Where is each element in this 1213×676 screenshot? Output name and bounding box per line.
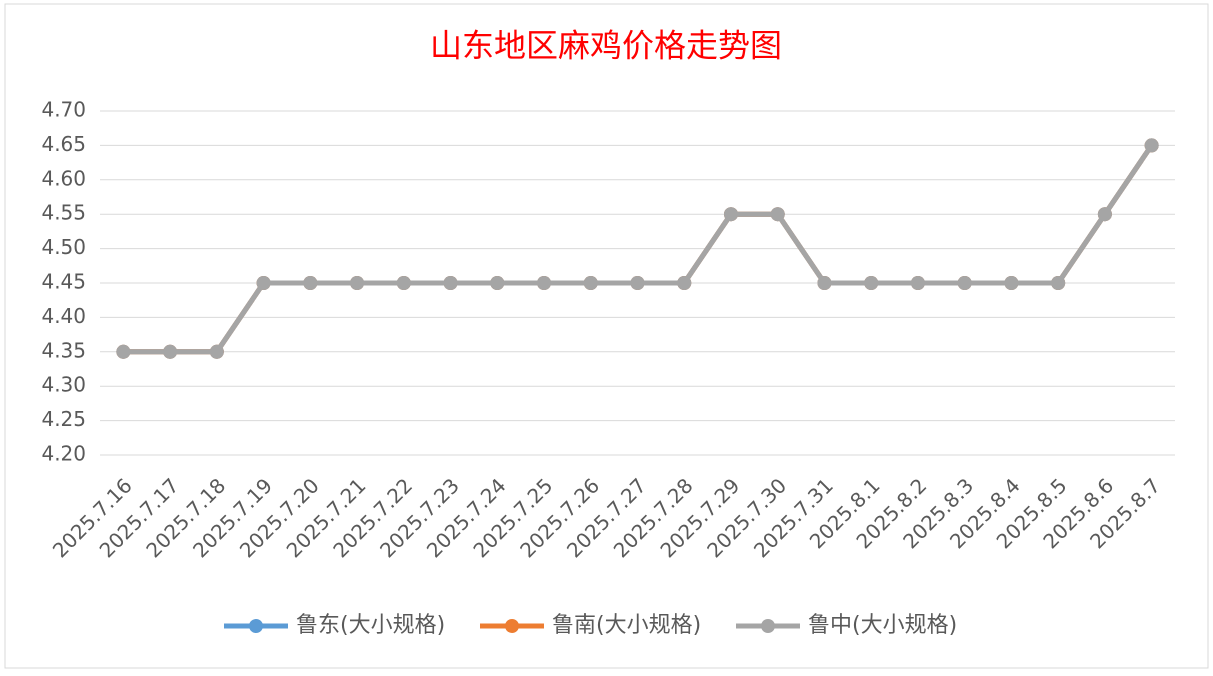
chart-area xyxy=(4,3,1209,669)
point xyxy=(537,276,552,290)
chart-title: 山东地区麻鸡价格走势图 xyxy=(430,27,782,65)
point xyxy=(864,276,879,290)
point xyxy=(209,344,224,359)
point xyxy=(490,276,505,290)
point xyxy=(256,276,271,290)
point xyxy=(1051,276,1066,290)
point xyxy=(350,276,365,290)
legend-label: 鲁中(大小规格) xyxy=(808,613,957,638)
point xyxy=(723,207,738,222)
point xyxy=(396,276,411,290)
point xyxy=(1097,207,1112,222)
legend-label: 鲁南(大小规格) xyxy=(552,613,701,638)
y-tick-label: 4.30 xyxy=(41,373,86,397)
point xyxy=(443,276,458,290)
point xyxy=(957,276,972,290)
point xyxy=(163,344,178,359)
y-tick-label: 4.40 xyxy=(41,304,86,328)
legend-marker xyxy=(505,619,519,633)
point xyxy=(303,276,318,290)
y-tick-label: 4.70 xyxy=(41,98,86,122)
legend-marker xyxy=(249,619,263,633)
y-tick-label: 4.25 xyxy=(41,407,86,431)
point xyxy=(583,276,598,290)
point xyxy=(817,276,832,290)
point xyxy=(910,276,925,290)
point xyxy=(677,276,692,290)
point xyxy=(1144,138,1159,153)
point xyxy=(1004,276,1019,290)
y-tick-label: 4.60 xyxy=(41,166,86,190)
y-tick-label: 4.65 xyxy=(41,132,86,156)
point xyxy=(116,344,131,359)
y-tick-label: 4.20 xyxy=(41,442,86,466)
y-tick-label: 4.50 xyxy=(41,235,86,259)
y-tick-label: 4.55 xyxy=(41,201,86,225)
legend-label: 鲁东(大小规格) xyxy=(296,613,445,638)
point xyxy=(630,276,645,290)
point xyxy=(770,207,785,222)
y-tick-label: 4.45 xyxy=(41,270,86,294)
legend-marker xyxy=(761,619,775,633)
y-tick-label: 4.35 xyxy=(41,338,86,362)
